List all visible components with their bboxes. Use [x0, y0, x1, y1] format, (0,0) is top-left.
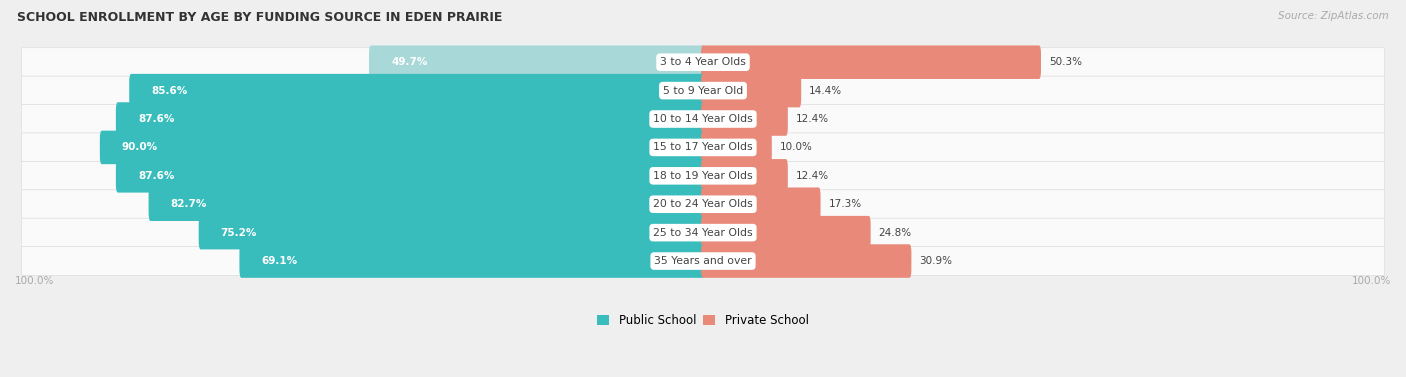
FancyBboxPatch shape	[702, 102, 787, 136]
FancyBboxPatch shape	[702, 131, 772, 164]
Text: SCHOOL ENROLLMENT BY AGE BY FUNDING SOURCE IN EDEN PRAIRIE: SCHOOL ENROLLMENT BY AGE BY FUNDING SOUR…	[17, 11, 502, 24]
Text: 30.9%: 30.9%	[920, 256, 952, 266]
Text: 24.8%: 24.8%	[879, 228, 912, 238]
FancyBboxPatch shape	[239, 244, 704, 278]
Text: 85.6%: 85.6%	[152, 86, 187, 96]
Text: 100.0%: 100.0%	[1351, 276, 1391, 287]
FancyBboxPatch shape	[21, 161, 1385, 190]
FancyBboxPatch shape	[21, 133, 1385, 162]
FancyBboxPatch shape	[21, 48, 1385, 77]
Text: 18 to 19 Year Olds: 18 to 19 Year Olds	[654, 171, 752, 181]
FancyBboxPatch shape	[129, 74, 704, 107]
Legend: Public School, Private School: Public School, Private School	[593, 310, 813, 332]
Text: 12.4%: 12.4%	[796, 114, 830, 124]
FancyBboxPatch shape	[702, 244, 911, 278]
FancyBboxPatch shape	[21, 76, 1385, 105]
Text: 87.6%: 87.6%	[138, 114, 174, 124]
Text: 90.0%: 90.0%	[122, 143, 157, 152]
Text: 5 to 9 Year Old: 5 to 9 Year Old	[662, 86, 744, 96]
Text: 100.0%: 100.0%	[15, 276, 55, 287]
Text: 17.3%: 17.3%	[828, 199, 862, 209]
FancyBboxPatch shape	[702, 216, 870, 250]
Text: 3 to 4 Year Olds: 3 to 4 Year Olds	[659, 57, 747, 67]
Text: 10.0%: 10.0%	[780, 143, 813, 152]
FancyBboxPatch shape	[100, 131, 704, 164]
FancyBboxPatch shape	[198, 216, 704, 250]
FancyBboxPatch shape	[21, 104, 1385, 133]
FancyBboxPatch shape	[21, 218, 1385, 247]
Text: 49.7%: 49.7%	[391, 57, 427, 67]
Text: 12.4%: 12.4%	[796, 171, 830, 181]
FancyBboxPatch shape	[115, 102, 704, 136]
FancyBboxPatch shape	[702, 187, 821, 221]
Text: 25 to 34 Year Olds: 25 to 34 Year Olds	[654, 228, 752, 238]
FancyBboxPatch shape	[702, 46, 1040, 79]
Text: 35 Years and over: 35 Years and over	[654, 256, 752, 266]
Text: 14.4%: 14.4%	[810, 86, 842, 96]
Text: 82.7%: 82.7%	[170, 199, 207, 209]
Text: 15 to 17 Year Olds: 15 to 17 Year Olds	[654, 143, 752, 152]
Text: 20 to 24 Year Olds: 20 to 24 Year Olds	[654, 199, 752, 209]
Text: 87.6%: 87.6%	[138, 171, 174, 181]
FancyBboxPatch shape	[21, 190, 1385, 219]
FancyBboxPatch shape	[115, 159, 704, 193]
FancyBboxPatch shape	[368, 46, 704, 79]
FancyBboxPatch shape	[21, 247, 1385, 276]
Text: 75.2%: 75.2%	[221, 228, 257, 238]
FancyBboxPatch shape	[702, 159, 787, 193]
Text: 50.3%: 50.3%	[1049, 57, 1083, 67]
Text: 69.1%: 69.1%	[262, 256, 298, 266]
FancyBboxPatch shape	[149, 187, 704, 221]
FancyBboxPatch shape	[702, 74, 801, 107]
Text: 10 to 14 Year Olds: 10 to 14 Year Olds	[654, 114, 752, 124]
Text: Source: ZipAtlas.com: Source: ZipAtlas.com	[1278, 11, 1389, 21]
